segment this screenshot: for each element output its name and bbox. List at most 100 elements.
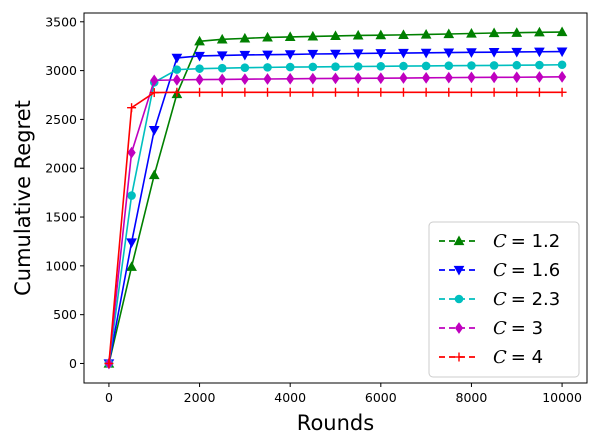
data-point: [399, 61, 408, 71]
data-point: [512, 60, 522, 70]
legend-label-eq: = 3: [511, 318, 543, 339]
legend-marker: [454, 322, 464, 334]
data-point: [262, 50, 273, 61]
data-point: [444, 87, 454, 97]
data-point: [398, 48, 409, 59]
x-tick-label: 2000: [184, 390, 216, 405]
data-point: [488, 27, 500, 38]
data-point: [104, 358, 114, 368]
data-point: [126, 238, 137, 248]
data-point: [467, 61, 476, 70]
data-point: [535, 71, 544, 83]
plot-frame: [83, 12, 588, 384]
legend-label-var: C: [493, 318, 507, 339]
data-point: [218, 73, 227, 86]
data-point: [489, 71, 499, 84]
data-point: [535, 60, 544, 70]
data-point: [307, 30, 319, 41]
legend-label: C = 1.2: [493, 231, 560, 252]
legend-marker: [453, 265, 465, 276]
data-point: [353, 62, 363, 71]
legend-label-var: C: [493, 260, 507, 281]
data-point: [262, 31, 273, 42]
data-point: [194, 51, 205, 62]
x-tick-label: 4000: [274, 390, 306, 405]
legend-label-eq: = 1.2: [511, 231, 560, 252]
data-point: [240, 63, 250, 72]
legend-label-eq: = 4: [511, 347, 543, 368]
y-tick-label: 0: [69, 356, 77, 371]
y-axis-label: Cumulative Regret: [11, 100, 35, 296]
data-point: [126, 261, 137, 271]
data-point: [195, 64, 204, 73]
data-point: [195, 73, 204, 86]
data-point: [534, 47, 545, 58]
y-tick-label: 3500: [45, 14, 77, 29]
data-point: [444, 71, 453, 84]
legend-label: C = 2.3: [493, 289, 560, 310]
data-point: [557, 60, 567, 70]
data-point: [443, 28, 455, 39]
data-point: [375, 29, 387, 40]
legend-marker: [454, 294, 464, 304]
data-point: [331, 72, 340, 85]
data-point: [239, 50, 251, 61]
legend-box: [428, 221, 580, 378]
data-point: [489, 61, 499, 70]
legend-label: C = 1.6: [493, 260, 560, 281]
data-point: [511, 47, 523, 58]
legend-marker: [453, 235, 465, 246]
data-point: [421, 61, 431, 71]
data-point: [330, 49, 341, 60]
legend-label-var: C: [493, 347, 507, 368]
data-point: [263, 87, 273, 97]
data-point: [127, 191, 136, 200]
data-point: [195, 87, 205, 97]
data-point: [466, 87, 476, 97]
data-point: [127, 146, 136, 159]
data-point: [216, 33, 228, 44]
data-point: [286, 72, 295, 85]
data-point: [172, 65, 182, 74]
data-point: [353, 87, 363, 97]
data-point: [354, 72, 363, 85]
data-point: [398, 29, 409, 39]
data-point: [352, 49, 364, 60]
data-point: [466, 48, 477, 58]
data-point: [375, 49, 387, 59]
x-tick-label: 10000: [542, 390, 582, 405]
data-point: [376, 62, 386, 71]
data-point: [263, 73, 272, 85]
data-point: [557, 87, 567, 97]
data-point: [557, 70, 567, 83]
x-tick-label: 0: [105, 390, 113, 405]
data-point: [331, 87, 340, 97]
data-point: [443, 48, 455, 59]
legend: C = 1.2C = 1.6C = 2.3C = 3C = 4: [428, 221, 580, 378]
data-point: [420, 48, 432, 59]
data-point: [467, 71, 476, 84]
x-tick-label: 6000: [365, 390, 397, 405]
data-point: [172, 74, 182, 86]
data-point: [489, 87, 499, 97]
data-point: [150, 74, 159, 87]
data-point: [308, 62, 318, 72]
x-axis: 0 2000 4000 6000 8000 10000: [105, 383, 582, 405]
data-point: [217, 87, 227, 97]
y-axis: 0 500 1000 1500 2000 2500 3000 3500: [45, 14, 84, 371]
data-point: [240, 87, 250, 97]
data-point: [216, 51, 228, 61]
data-point: [422, 71, 431, 84]
data-point: [376, 72, 385, 85]
data-point: [398, 87, 408, 97]
legend-label-eq: = 2.3: [511, 289, 560, 310]
data-point: [285, 87, 295, 97]
data-point: [534, 26, 545, 37]
data-point: [284, 31, 296, 42]
data-point: [127, 103, 137, 113]
legend-entry: C = 2.3: [439, 289, 560, 310]
data-point: [556, 26, 568, 37]
data-point: [194, 35, 205, 46]
series-5: [104, 87, 567, 368]
